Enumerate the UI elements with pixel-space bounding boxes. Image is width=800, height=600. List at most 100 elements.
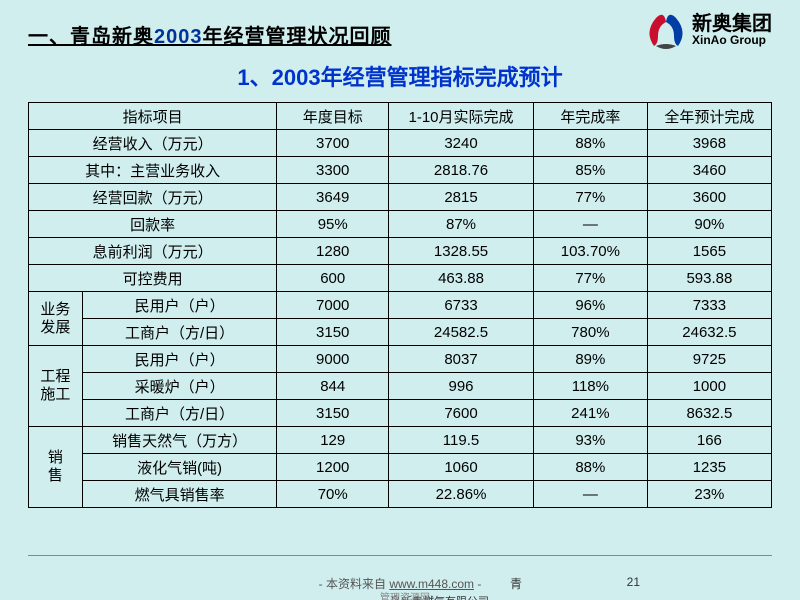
data-table: 指标项目年度目标1-10月实际完成年完成率全年预计完成经营收入（万元）37003…: [28, 102, 772, 508]
table-cell: 85%: [533, 157, 647, 184]
subtitle-year: 2003: [272, 65, 321, 90]
table-cell: 业务发展: [29, 292, 83, 346]
table-row: 工商户（方/日）315024582.5780%24632.5: [29, 319, 772, 346]
table-cell: 93%: [533, 427, 647, 454]
table-cell: 8632.5: [647, 400, 771, 427]
table-cell: 3700: [277, 130, 389, 157]
table-row: 其中：主营业务收入33002818.7685%3460: [29, 157, 772, 184]
subtitle-prefix: 1、: [237, 65, 271, 90]
table-cell: 118%: [533, 373, 647, 400]
table-cell: 经营回款（万元）: [29, 184, 277, 211]
table-cell: 77%: [533, 265, 647, 292]
table-cell: 3150: [277, 319, 389, 346]
table-cell: 1565: [647, 238, 771, 265]
table-row: 指标项目年度目标1-10月实际完成年完成率全年预计完成: [29, 103, 772, 130]
table-cell: 24582.5: [389, 319, 534, 346]
table-cell: 87%: [389, 211, 534, 238]
table-row: 工商户（方/日）31507600241%8632.5: [29, 400, 772, 427]
table-cell: 1200: [277, 454, 389, 481]
table-cell: 2818.76: [389, 157, 534, 184]
logo-en: XinAo Group: [692, 34, 772, 47]
table-cell: 工程施工: [29, 346, 83, 427]
table-cell: 民用户（户）: [82, 292, 277, 319]
logo-text: 新奥集团 XinAo Group: [692, 14, 772, 47]
table-cell: 全年预计完成: [647, 103, 771, 130]
table-cell: —: [533, 481, 647, 508]
table-cell: 可控费用: [29, 265, 277, 292]
footer-small-logo: 管理资源网: [380, 589, 430, 600]
table-cell: 经营收入（万元）: [29, 130, 277, 157]
table-row: 息前利润（万元）12801328.55103.70%1565: [29, 238, 772, 265]
title-suffix: 年经营管理状况回顾: [203, 26, 392, 48]
table-cell: 2815: [389, 184, 534, 211]
table-row: 可控费用600463.8877%593.88: [29, 265, 772, 292]
table-cell: 780%: [533, 319, 647, 346]
table-cell: 液化气销(吨): [82, 454, 277, 481]
table-cell: 90%: [647, 211, 771, 238]
table-row: 经营回款（万元）3649281577%3600: [29, 184, 772, 211]
table-cell: 89%: [533, 346, 647, 373]
table-cell: 燃气具销售率: [82, 481, 277, 508]
table-cell: 销售天然气（万方）: [82, 427, 277, 454]
table-cell: 1235: [647, 454, 771, 481]
table-cell: 593.88: [647, 265, 771, 292]
slide: 一、青岛新奥2003年经营管理状况回顾 新奥集团 XinAo Group 1、2…: [0, 0, 800, 600]
table-cell: 103.70%: [533, 238, 647, 265]
table-cell: 6733: [389, 292, 534, 319]
table-cell: 工商户（方/日）: [82, 400, 277, 427]
table-cell: 844: [277, 373, 389, 400]
table-cell: 22.86%: [389, 481, 534, 508]
table-cell: 息前利润（万元）: [29, 238, 277, 265]
table-cell: —: [533, 211, 647, 238]
divider: [28, 555, 772, 556]
table-cell: 年度目标: [277, 103, 389, 130]
table-cell: 3150: [277, 400, 389, 427]
table-cell: 3300: [277, 157, 389, 184]
table-cell: 9000: [277, 346, 389, 373]
table-cell: 241%: [533, 400, 647, 427]
table-cell: 其中：主营业务收入: [29, 157, 277, 184]
table-cell: 88%: [533, 130, 647, 157]
table-cell: 指标项目: [29, 103, 277, 130]
table-cell: 回款率: [29, 211, 277, 238]
table-row: 工程施工民用户（户）9000803789%9725: [29, 346, 772, 373]
table-cell: 1280: [277, 238, 389, 265]
table-cell: 采暖炉（户）: [82, 373, 277, 400]
table-cell: 7000: [277, 292, 389, 319]
table-cell: 1060: [389, 454, 534, 481]
table-cell: 119.5: [389, 427, 534, 454]
table-cell: 3968: [647, 130, 771, 157]
table-cell: 7600: [389, 400, 534, 427]
table-row: 采暖炉（户）844996118%1000: [29, 373, 772, 400]
table-cell: 996: [389, 373, 534, 400]
table-cell: 1000: [647, 373, 771, 400]
table-cell: 民用户（户）: [82, 346, 277, 373]
table-cell: 年完成率: [533, 103, 647, 130]
table-row: 燃气具销售率70%22.86%—23%: [29, 481, 772, 508]
logo-cn: 新奥集团: [692, 14, 772, 34]
table-cell: 8037: [389, 346, 534, 373]
title-year: 2003: [154, 26, 203, 48]
subtitle: 1、2003年经营管理指标完成预计: [28, 60, 772, 92]
table-cell: 3240: [389, 130, 534, 157]
table-cell: 销售: [29, 427, 83, 508]
table-row: 业务发展民用户（户）7000673396%7333: [29, 292, 772, 319]
table-cell: 88%: [533, 454, 647, 481]
table-cell: 166: [647, 427, 771, 454]
table-cell: 77%: [533, 184, 647, 211]
table-cell: 23%: [647, 481, 771, 508]
table-cell: 129: [277, 427, 389, 454]
title-prefix: 一、青岛新奥: [28, 26, 154, 48]
table-cell: 9725: [647, 346, 771, 373]
table-cell: 95%: [277, 211, 389, 238]
table-row: 销售销售天然气（万方）129119.593%166: [29, 427, 772, 454]
header: 一、青岛新奥2003年经营管理状况回顾 新奥集团 XinAo Group: [28, 12, 772, 50]
table-cell: 7333: [647, 292, 771, 319]
subtitle-suffix: 年经营管理指标完成预计: [321, 65, 563, 90]
footer-extra: 青: [510, 575, 522, 592]
footer: - 本资料来自 www.m448.com - 青 岛新奥燃气有限公司 管理资源网…: [0, 575, 800, 592]
table-cell: 1328.55: [389, 238, 534, 265]
page-number: 21: [627, 575, 640, 589]
table-cell: 3600: [647, 184, 771, 211]
page-title: 一、青岛新奥2003年经营管理状况回顾: [28, 12, 392, 49]
